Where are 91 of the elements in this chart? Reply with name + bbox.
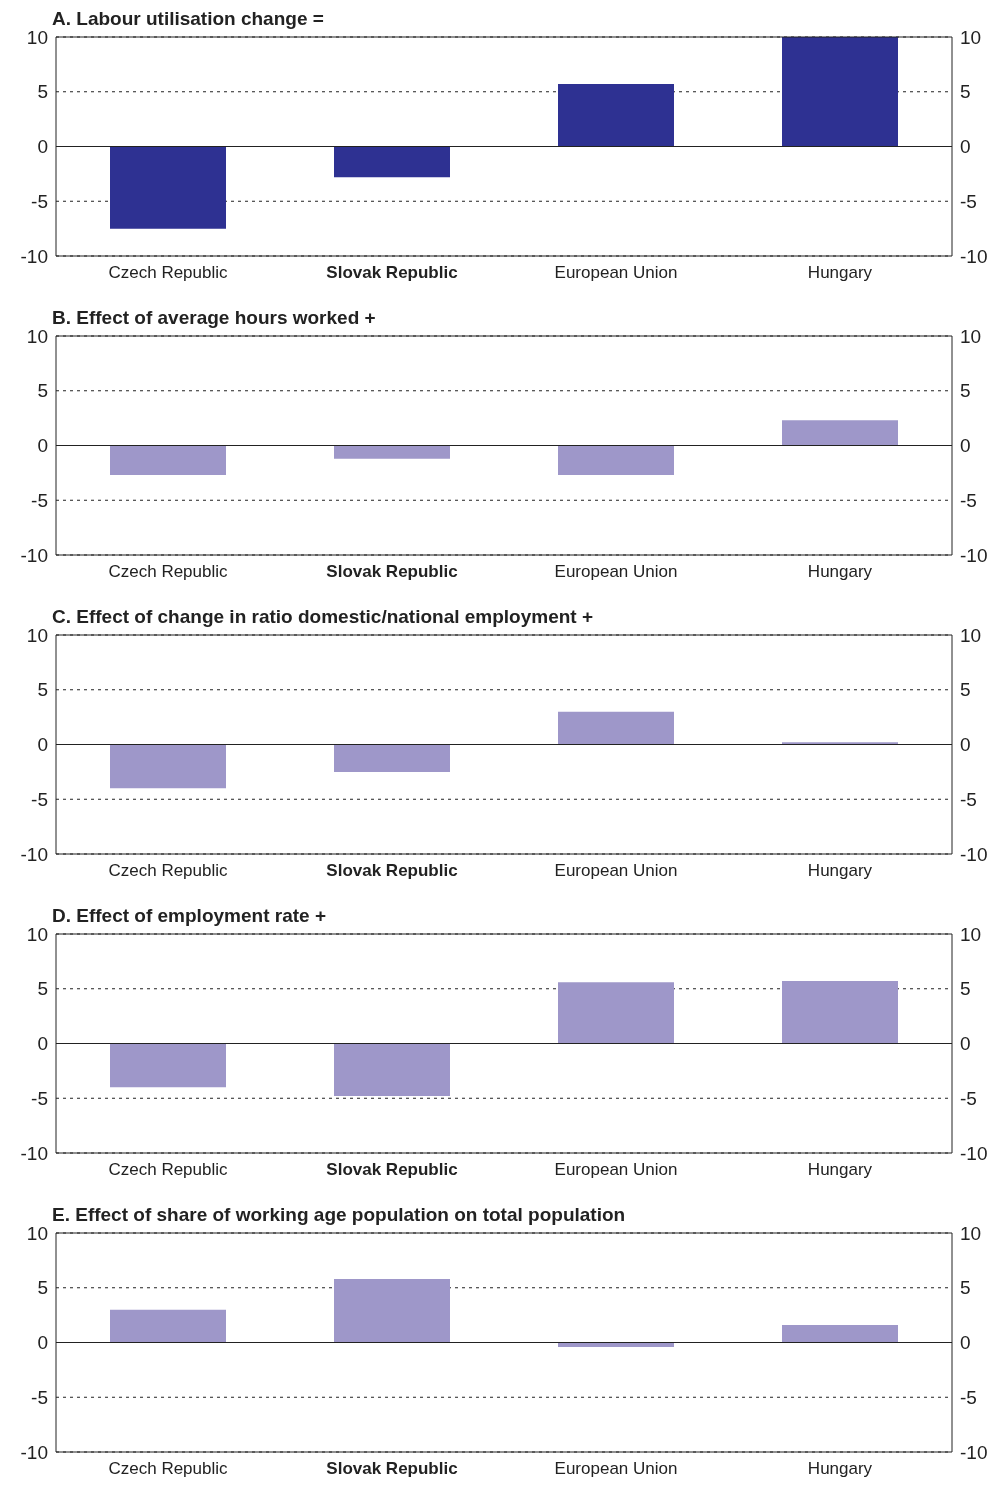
y-tick-label: -5 (31, 788, 48, 810)
y-tick-label: -10 (20, 1441, 48, 1463)
y2-tick-label: 10 (960, 1222, 982, 1244)
bar (334, 146, 450, 178)
y2-tick-label: 10 (960, 624, 982, 646)
x-tick-label: Slovak Republic (326, 861, 458, 880)
y2-tick-label: 5 (960, 1277, 971, 1299)
x-tick-label: Hungary (807, 263, 873, 282)
chart-title: C. Effect of change in ratio domestic/national employment + (52, 606, 594, 628)
y2-tick-label: -5 (960, 190, 977, 212)
y-tick-label: 10 (26, 1222, 48, 1244)
y2-tick-label: 0 (960, 136, 971, 158)
y-tick-label: -5 (31, 1386, 48, 1408)
y2-tick-label: 0 (960, 1332, 971, 1354)
y-tick-label: -10 (20, 544, 48, 566)
y-tick-label: -5 (31, 1087, 48, 1109)
x-tick-label: Hungary (807, 1160, 873, 1179)
bar (110, 744, 226, 789)
y2-tick-label: -10 (960, 1142, 988, 1164)
y2-tick-label: 5 (960, 978, 971, 1000)
bar (110, 146, 226, 229)
y2-tick-label: 10 (960, 923, 982, 945)
x-tick-label: European Union (554, 861, 678, 880)
x-tick-label: Hungary (807, 562, 873, 581)
chart-title: B. Effect of average hours worked + (52, 307, 376, 329)
x-tick-label: Czech Republic (108, 1459, 229, 1478)
x-tick-label: Czech Republic (108, 1160, 229, 1179)
chart-title: E. Effect of share of working age population on total population (52, 1204, 626, 1226)
y-tick-label: 10 (26, 325, 48, 347)
x-tick-label: European Union (554, 1459, 678, 1478)
y-tick-label: 10 (26, 26, 48, 48)
y2-tick-label: -10 (960, 245, 988, 267)
y-tick-label: 5 (37, 81, 48, 103)
y-tick-label: -10 (20, 245, 48, 267)
y-tick-label: 5 (37, 978, 48, 1000)
bar (334, 1278, 450, 1343)
y2-tick-label: -5 (960, 1087, 977, 1109)
y-tick-label: -5 (31, 489, 48, 511)
y-tick-label: 0 (37, 435, 48, 457)
x-tick-label: Czech Republic (108, 263, 229, 282)
bar (782, 1324, 898, 1343)
y2-tick-label: 0 (960, 1033, 971, 1055)
y2-tick-label: -10 (960, 1441, 988, 1463)
x-tick-label: Czech Republic (108, 861, 229, 880)
bar (558, 982, 674, 1044)
y2-tick-label: 10 (960, 325, 982, 347)
chart-title: A. Labour utilisation change = (52, 8, 324, 30)
y2-tick-label: -5 (960, 788, 977, 810)
bar (558, 711, 674, 745)
bar (334, 744, 450, 772)
x-tick-label: Slovak Republic (326, 562, 458, 581)
bar (782, 37, 898, 147)
y2-tick-label: -5 (960, 1386, 977, 1408)
x-tick-label: European Union (554, 562, 678, 581)
y-tick-label: -5 (31, 190, 48, 212)
y-tick-label: 10 (26, 624, 48, 646)
y2-tick-label: -10 (960, 544, 988, 566)
x-tick-label: European Union (554, 1160, 678, 1179)
y-tick-label: 0 (37, 1033, 48, 1055)
y2-tick-label: -10 (960, 843, 988, 865)
y2-tick-label: 5 (960, 81, 971, 103)
y-tick-label: 5 (37, 679, 48, 701)
y-tick-label: 0 (37, 1332, 48, 1354)
x-tick-label: Hungary (807, 861, 873, 880)
x-tick-label: Slovak Republic (326, 1160, 458, 1179)
bar (558, 84, 674, 147)
y-tick-label: 0 (37, 136, 48, 158)
y2-tick-label: 0 (960, 734, 971, 756)
chart-title: D. Effect of employment rate + (52, 905, 326, 927)
y2-tick-label: 5 (960, 679, 971, 701)
x-tick-label: Slovak Republic (326, 263, 458, 282)
bar (782, 742, 898, 745)
y-tick-label: -10 (20, 843, 48, 865)
x-tick-label: Czech Republic (108, 562, 229, 581)
bar (334, 1043, 450, 1097)
bar (110, 1309, 226, 1343)
y2-tick-label: 10 (960, 26, 982, 48)
y-tick-label: 0 (37, 734, 48, 756)
bar (782, 981, 898, 1044)
x-tick-label: European Union (554, 263, 678, 282)
x-tick-label: Hungary (807, 1459, 873, 1478)
x-tick-label: Slovak Republic (326, 1459, 458, 1478)
y-tick-label: 5 (37, 380, 48, 402)
y2-tick-label: 0 (960, 435, 971, 457)
bar (558, 1342, 674, 1347)
y2-tick-label: 5 (960, 380, 971, 402)
y-tick-label: 5 (37, 1277, 48, 1299)
y2-tick-label: -5 (960, 489, 977, 511)
bar (110, 1043, 226, 1088)
y-tick-label: -10 (20, 1142, 48, 1164)
y-tick-label: 10 (26, 923, 48, 945)
